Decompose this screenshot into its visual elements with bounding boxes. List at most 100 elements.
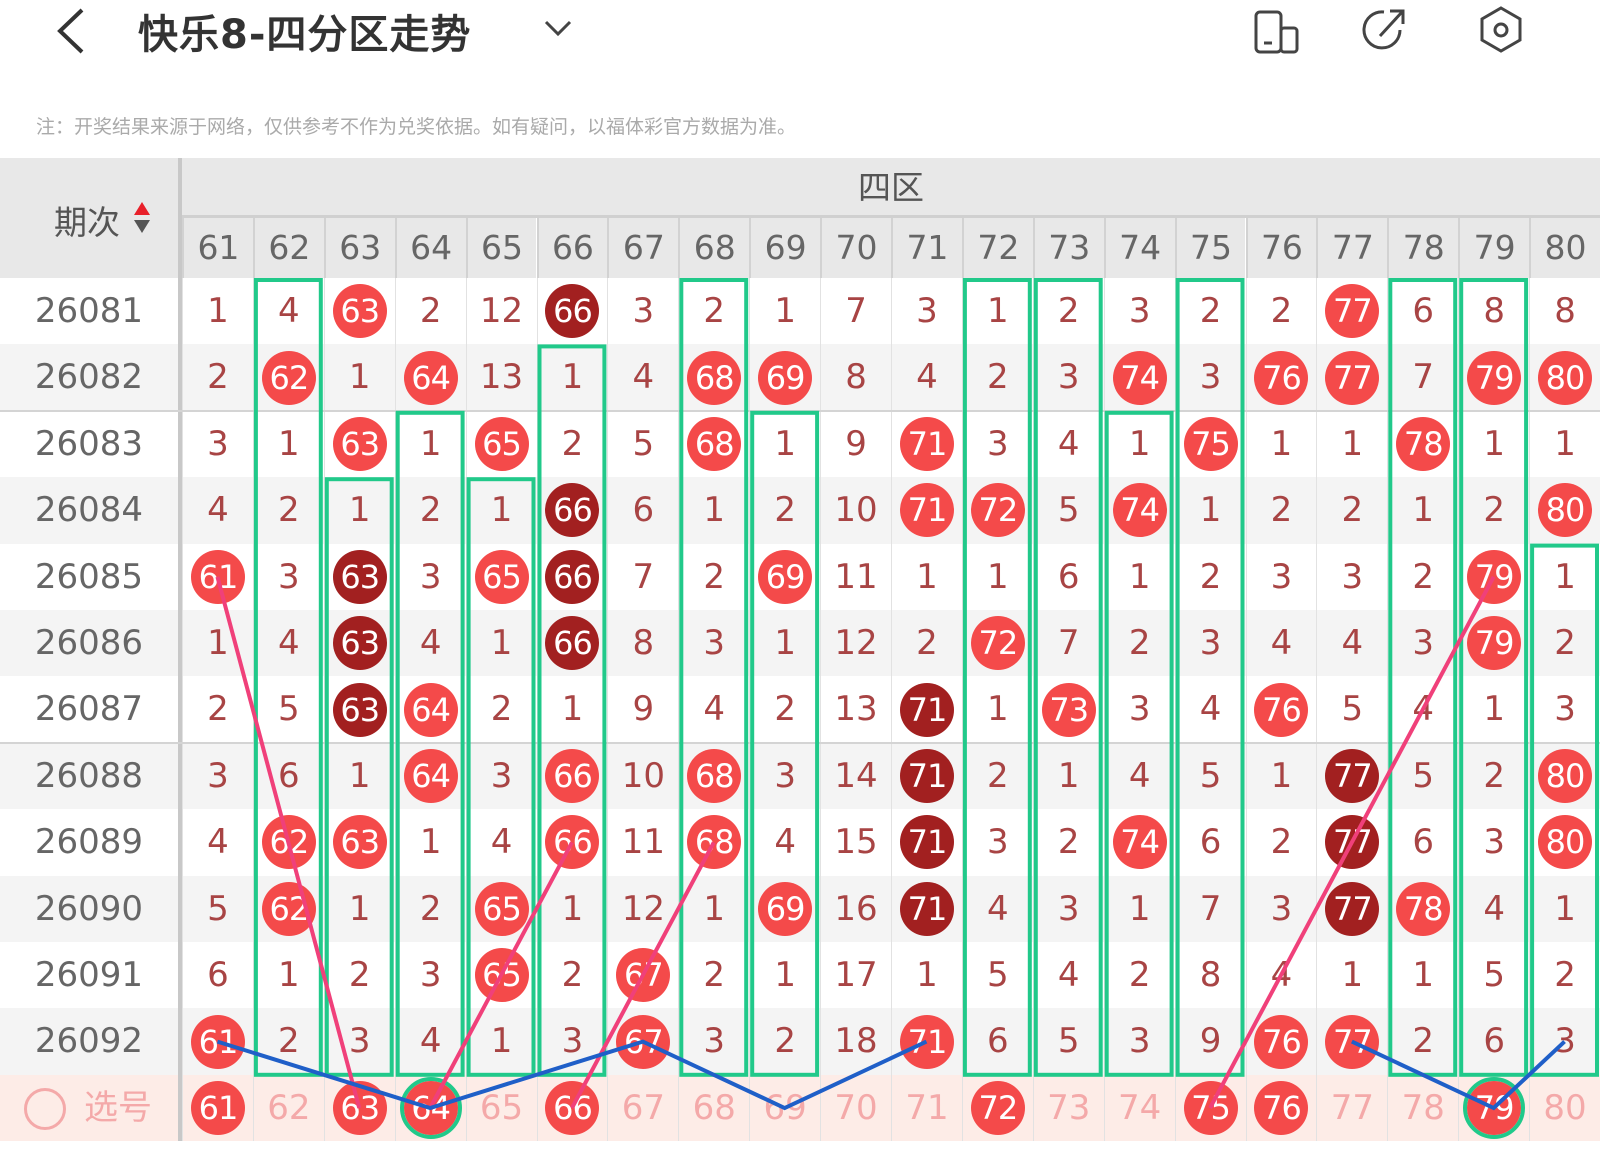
hit-ball: 63 xyxy=(332,284,387,339)
selected-ball[interactable]: 66 xyxy=(545,1080,600,1135)
miss-count-cell: 4 xyxy=(749,809,820,876)
select-number-76[interactable]: 76 xyxy=(1245,1074,1317,1142)
miss-count-cell: 18 xyxy=(820,1008,891,1075)
settings-icon[interactable] xyxy=(1476,4,1526,54)
column-header-66: 66 xyxy=(536,218,608,278)
miss-count-cell: 6 xyxy=(961,1008,1033,1075)
miss-count-cell: 2 xyxy=(394,875,466,942)
highlight-ring xyxy=(399,1076,462,1139)
issue-header[interactable]: 期次 xyxy=(0,158,182,278)
miss-count-cell: 4 xyxy=(182,809,253,876)
miss-count-cell: 2 xyxy=(1387,543,1458,610)
table-row: 26085 61 3 63 3 65 66 7 2 69 11 1 1 6 1 2 3 3 2 79 1 xyxy=(0,543,1600,610)
miss-count-cell: 4 xyxy=(1316,610,1387,677)
select-number-67[interactable]: 67 xyxy=(607,1074,678,1142)
miss-count-cell: 13 xyxy=(820,676,891,743)
select-number-75[interactable]: 75 xyxy=(1174,1074,1246,1142)
hit-ball: 71 xyxy=(899,416,954,471)
hit-cell: 68 xyxy=(678,344,749,411)
miss-count-cell: 1 xyxy=(891,543,962,610)
miss-count-cell: 2 xyxy=(1529,942,1600,1009)
miss-count-cell: 7 xyxy=(1174,875,1246,942)
miss-count-cell: 5 xyxy=(1458,942,1529,1009)
miss-count-cell: 5 xyxy=(182,875,253,942)
miss-count-cell: 7 xyxy=(1032,610,1104,677)
select-number-80[interactable]: 80 xyxy=(1529,1074,1600,1142)
select-number-73[interactable]: 73 xyxy=(1032,1074,1104,1142)
miss-count-cell: 1 xyxy=(465,477,537,544)
miss-count-cell: 1 xyxy=(1529,543,1600,610)
miss-count-cell: 8 xyxy=(1458,278,1529,345)
hit-cell: 64 xyxy=(394,742,466,810)
miss-count-cell: 1 xyxy=(961,676,1033,743)
select-number-61[interactable]: 61 xyxy=(182,1074,253,1142)
dropdown-chevron-icon[interactable] xyxy=(540,14,576,42)
miss-count-cell: 3 xyxy=(1245,543,1317,610)
hit-ball: 77 xyxy=(1325,284,1380,339)
table-row: 26081 1 4 63 2 12 66 3 2 1 7 3 1 2 3 2 2 77 6 8 8 xyxy=(0,278,1600,345)
table-row: 26086 1 4 63 4 1 66 8 3 1 12 2 72 7 2 3 4 4 3 79 2 xyxy=(0,610,1600,677)
miss-count-cell: 4 xyxy=(1245,610,1317,677)
share-icon[interactable] xyxy=(1360,4,1410,54)
hit-ball: 76 xyxy=(1254,682,1309,737)
selected-ball[interactable]: 63 xyxy=(332,1080,387,1135)
select-number-74[interactable]: 74 xyxy=(1103,1074,1175,1142)
miss-count-cell: 6 xyxy=(607,477,678,544)
select-number-66[interactable]: 66 xyxy=(536,1074,608,1142)
select-number-69[interactable]: 69 xyxy=(749,1074,820,1142)
select-number-64[interactable]: 64 xyxy=(394,1074,466,1142)
table-row: 26082 2 62 1 64 13 1 4 68 69 8 4 2 3 74 3 76 77 7 79 80 xyxy=(0,344,1600,411)
selected-ball[interactable]: 76 xyxy=(1254,1080,1309,1135)
hit-cell: 79 xyxy=(1458,610,1529,677)
select-number-65[interactable]: 65 xyxy=(465,1074,537,1142)
selected-ball[interactable]: 75 xyxy=(1183,1080,1238,1135)
select-number-68[interactable]: 68 xyxy=(678,1074,749,1142)
hit-cell: 68 xyxy=(678,809,749,876)
select-number-72[interactable]: 72 xyxy=(961,1074,1033,1142)
hit-cell: 66 xyxy=(536,742,608,810)
hit-cell: 71 xyxy=(891,410,962,478)
select-number-70[interactable]: 70 xyxy=(820,1074,891,1142)
select-number-78[interactable]: 78 xyxy=(1387,1074,1458,1142)
miss-count-cell: 4 xyxy=(1032,942,1104,1009)
miss-count-cell: 8 xyxy=(607,610,678,677)
miss-count-cell: 3 xyxy=(1174,610,1246,677)
hit-cell: 80 xyxy=(1529,477,1600,544)
hit-cell: 71 xyxy=(891,742,962,810)
miss-count-cell: 9 xyxy=(607,676,678,743)
repeat-hit-ball: 77 xyxy=(1325,815,1380,870)
sort-icon[interactable] xyxy=(132,200,152,236)
select-number-63[interactable]: 63 xyxy=(323,1074,395,1142)
hit-ball: 74 xyxy=(1112,350,1167,405)
radio-circle-icon[interactable] xyxy=(24,1087,66,1130)
select-number-77[interactable]: 77 xyxy=(1316,1074,1387,1142)
hit-cell: 65 xyxy=(465,410,537,478)
select-number-79[interactable]: 79 xyxy=(1458,1074,1529,1142)
hit-ball: 63 xyxy=(332,815,387,870)
select-number-62[interactable]: 62 xyxy=(252,1074,324,1142)
select-number-71[interactable]: 71 xyxy=(891,1074,962,1142)
miss-count-cell: 5 xyxy=(1032,1008,1104,1075)
hit-ball: 64 xyxy=(403,748,458,803)
column-header-71: 71 xyxy=(891,218,962,278)
miss-count-cell: 3 xyxy=(678,610,749,677)
miss-count-cell: 2 xyxy=(1174,543,1246,610)
hit-cell: 76 xyxy=(1245,676,1317,743)
selected-ball[interactable]: 72 xyxy=(970,1080,1025,1135)
hit-cell: 69 xyxy=(749,543,820,610)
hit-ball: 66 xyxy=(545,815,600,870)
hit-ball: 62 xyxy=(261,815,316,870)
hit-cell: 66 xyxy=(536,543,608,610)
miss-count-cell: 5 xyxy=(961,942,1033,1009)
miss-count-cell: 2 xyxy=(1245,809,1317,876)
back-chevron-icon[interactable] xyxy=(50,4,94,54)
hit-cell: 72 xyxy=(961,610,1033,677)
miss-count-cell: 4 xyxy=(1387,676,1458,743)
hit-cell: 66 xyxy=(536,477,608,544)
layout-toggle-icon[interactable] xyxy=(1252,4,1302,54)
select-toggle[interactable]: 选号 xyxy=(0,1074,182,1142)
hit-ball: 63 xyxy=(332,416,387,471)
selected-ball[interactable]: 61 xyxy=(190,1080,245,1135)
hit-cell: 80 xyxy=(1529,742,1600,810)
hit-ball: 78 xyxy=(1396,416,1451,471)
